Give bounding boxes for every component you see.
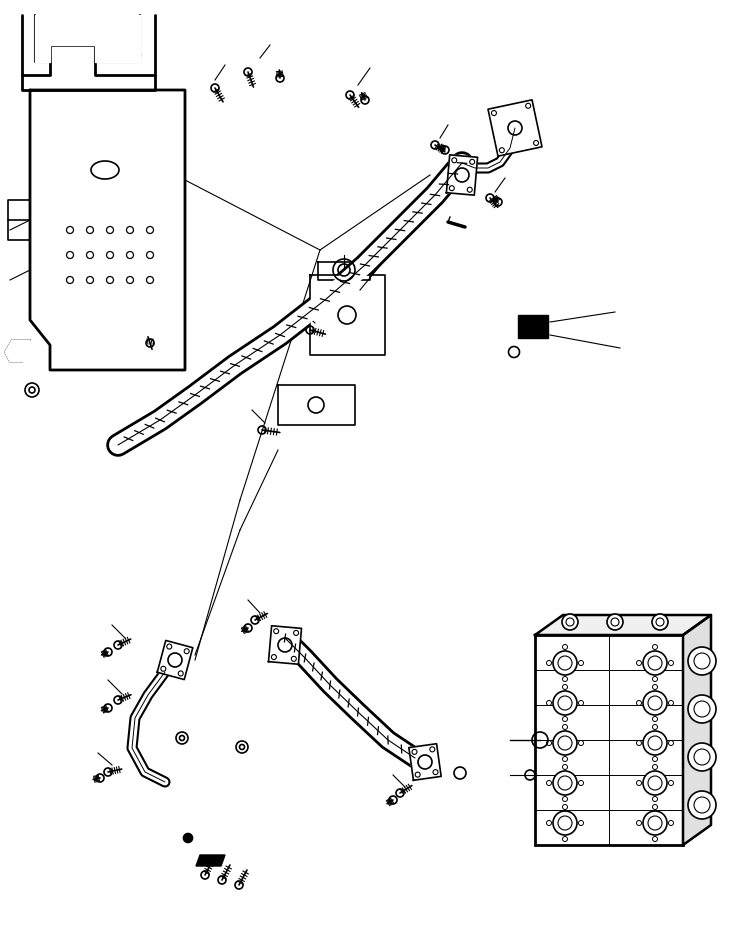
Polygon shape bbox=[310, 275, 385, 355]
Circle shape bbox=[643, 731, 667, 755]
Circle shape bbox=[688, 695, 716, 723]
Polygon shape bbox=[446, 155, 478, 195]
Circle shape bbox=[688, 743, 716, 771]
Polygon shape bbox=[535, 635, 683, 845]
Circle shape bbox=[184, 834, 193, 842]
Circle shape bbox=[607, 614, 623, 630]
Circle shape bbox=[553, 811, 577, 835]
Bar bbox=[535, 635, 683, 845]
Circle shape bbox=[553, 731, 577, 755]
Circle shape bbox=[652, 614, 668, 630]
Polygon shape bbox=[5, 340, 30, 362]
Polygon shape bbox=[268, 626, 302, 665]
Polygon shape bbox=[278, 385, 355, 425]
Polygon shape bbox=[196, 855, 225, 866]
Circle shape bbox=[643, 811, 667, 835]
Polygon shape bbox=[22, 15, 155, 75]
Polygon shape bbox=[409, 744, 441, 781]
Circle shape bbox=[553, 651, 577, 675]
Polygon shape bbox=[518, 315, 548, 338]
Polygon shape bbox=[683, 615, 711, 845]
Circle shape bbox=[562, 614, 578, 630]
Polygon shape bbox=[488, 100, 542, 156]
Circle shape bbox=[643, 771, 667, 795]
Circle shape bbox=[553, 691, 577, 715]
Polygon shape bbox=[30, 90, 185, 370]
Circle shape bbox=[688, 647, 716, 675]
Polygon shape bbox=[157, 640, 193, 680]
Circle shape bbox=[553, 771, 577, 795]
Circle shape bbox=[688, 791, 716, 819]
Circle shape bbox=[643, 691, 667, 715]
Polygon shape bbox=[535, 615, 711, 635]
Polygon shape bbox=[35, 15, 140, 62]
Circle shape bbox=[643, 651, 667, 675]
